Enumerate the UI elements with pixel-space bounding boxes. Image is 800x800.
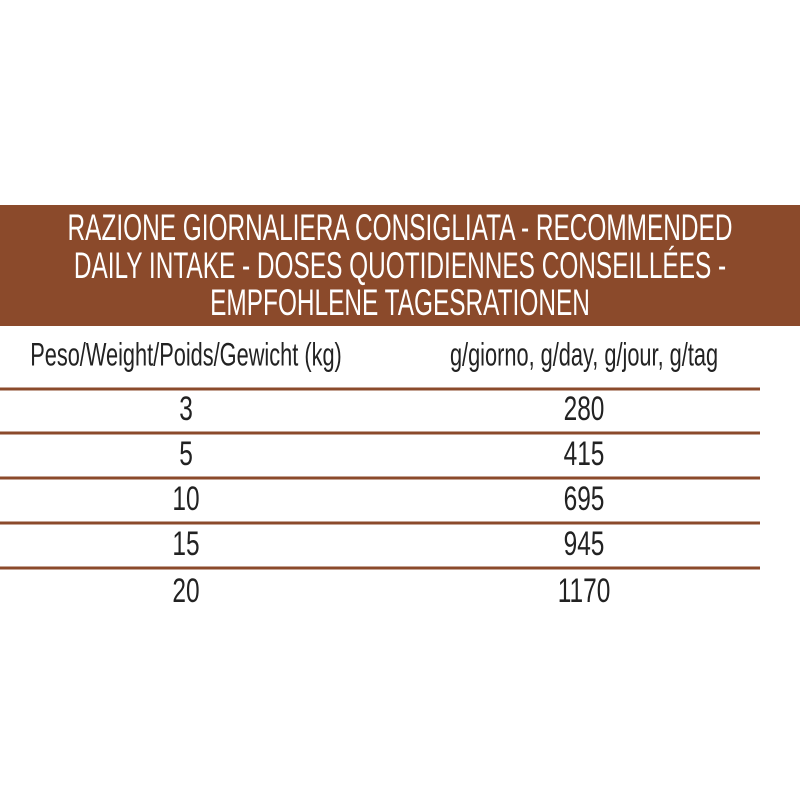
table-cell: 10 — [172, 480, 199, 518]
table-cell: 20 — [172, 572, 199, 610]
column-header: g/giorno, g/day, g/jour, g/tag — [450, 336, 718, 372]
table-cell: 415 — [564, 435, 605, 473]
title-line: DAILY INTAKE - DOSES QUOTIDIENNES CONSEI… — [74, 245, 726, 286]
table-cell: 1170 — [558, 572, 611, 610]
table-cell: 945 — [564, 525, 605, 563]
header-band — [0, 205, 800, 326]
table-cell: 695 — [564, 480, 605, 518]
table-cell: 15 — [172, 525, 199, 563]
title-line: RAZIONE GIORNALIERA CONSIGLIATA - RECOMM… — [68, 207, 733, 248]
title-line: EMPFOHLENE TAGESRATIONEN — [210, 282, 590, 323]
table-cell: 5 — [179, 435, 193, 473]
table-cell: 3 — [179, 390, 193, 428]
column-header: Peso/Weight/Poids/Gewicht (kg) — [30, 336, 342, 372]
table-cell: 280 — [564, 390, 605, 428]
